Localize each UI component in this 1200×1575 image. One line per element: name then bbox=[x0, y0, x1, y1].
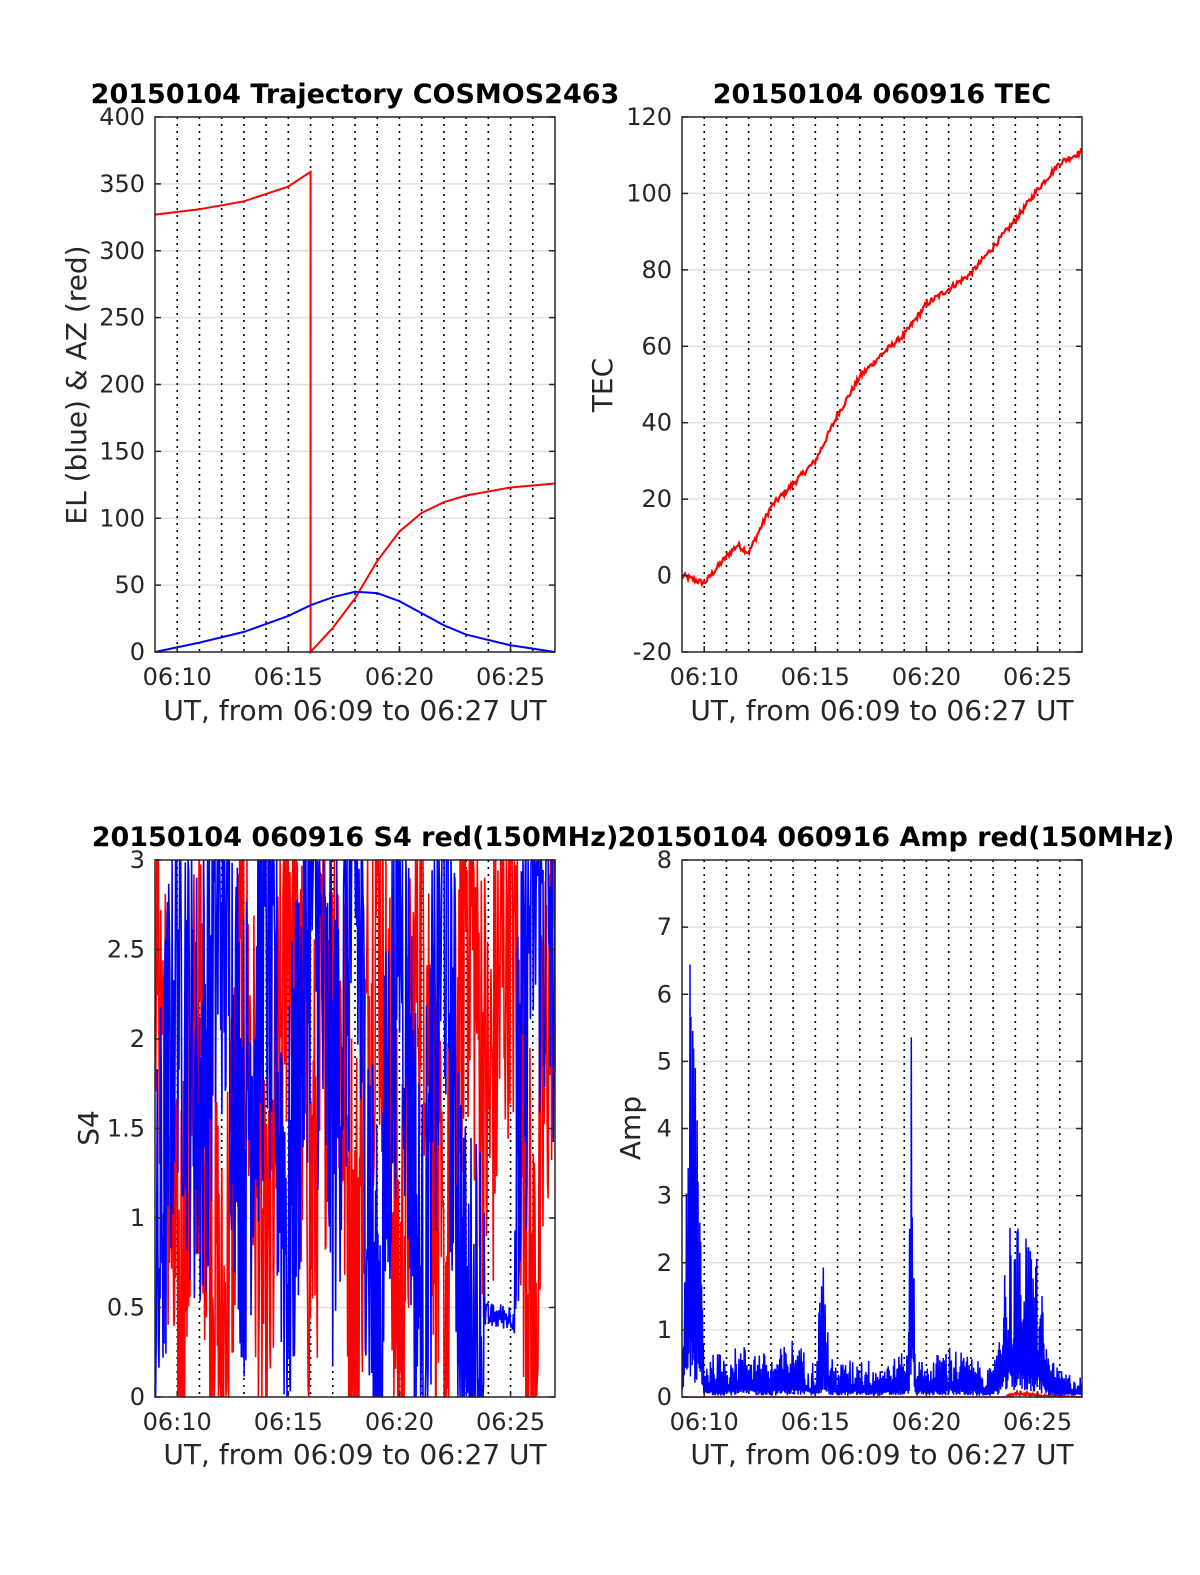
panel-tec: 20150104 060916 TEC -20 0 20 40 60 80 100 120 06… bbox=[586, 79, 1083, 727]
x-tick-label: 06:25 bbox=[476, 1408, 545, 1436]
panel-s4: 20150104 060916 S4 red(150MHz) 0 0.5 1 1.5 2… bbox=[72, 822, 618, 1471]
y-tick-label: 300 bbox=[99, 237, 145, 265]
y-tick-label: 5 bbox=[657, 1047, 672, 1075]
y-tick-label: 50 bbox=[114, 571, 145, 599]
x-tick-label: 06:15 bbox=[781, 1408, 850, 1436]
x-axis-label-trajectory: UT, from 06:09 to 06:27 UT bbox=[163, 694, 547, 727]
y-tick-label: 6 bbox=[657, 980, 672, 1008]
ticks-s4: 0 0.5 1 1.5 2 2.5 3 06:10 06:15 06:20 06:25 bbox=[107, 846, 555, 1436]
x-tick-label: 06:20 bbox=[892, 663, 961, 691]
y-tick-label: 350 bbox=[99, 170, 145, 198]
series-trajectory bbox=[154, 169, 556, 655]
y-tick-label: 3 bbox=[657, 1182, 672, 1210]
y-tick-label: 40 bbox=[641, 409, 672, 437]
ticks-tec: -20 0 20 40 60 80 100 120 06:10 06:15 06:20 06:25 bbox=[626, 103, 1082, 691]
y-tick-label: 0.5 bbox=[107, 1294, 145, 1322]
y-tick-label: 1.5 bbox=[107, 1115, 145, 1143]
y-axis-label-trajectory: EL (blue) & AZ (red) bbox=[60, 245, 93, 524]
y-tick-label: 4 bbox=[657, 1115, 672, 1143]
chart-title-trajectory: 20150104 Trajectory COSMOS2463 bbox=[91, 79, 620, 110]
series-line bbox=[680, 147, 1083, 588]
minute-lines-tec bbox=[703, 117, 1061, 652]
y-tick-label: 3 bbox=[130, 846, 145, 874]
y-tick-label: 2 bbox=[130, 1025, 145, 1053]
y-tick-label: 0 bbox=[130, 1383, 145, 1411]
ticks-trajectory: 0 50 100 150 200 250 300 350 400 06:10 06:15 06:20 0… bbox=[99, 103, 555, 691]
x-tick-label: 06:20 bbox=[892, 1408, 961, 1436]
series-tec bbox=[680, 147, 1083, 588]
y-tick-label: 0 bbox=[657, 1383, 672, 1411]
y-tick-label: 80 bbox=[641, 256, 672, 284]
y-tick-label: 8 bbox=[657, 846, 672, 874]
series-line bbox=[154, 590, 556, 653]
y-tick-label: 400 bbox=[99, 103, 145, 131]
x-tick-label: 06:25 bbox=[476, 663, 545, 691]
x-tick-label: 06:15 bbox=[254, 1408, 323, 1436]
x-tick-label: 06:10 bbox=[143, 663, 212, 691]
plot-frame-tec bbox=[681, 116, 1083, 653]
x-tick-label: 06:15 bbox=[254, 663, 323, 691]
y-tick-label: 100 bbox=[626, 179, 672, 207]
y-axis-label-s4: S4 bbox=[72, 1110, 105, 1146]
x-tick-label: 06:10 bbox=[670, 1408, 739, 1436]
chart-title-tec: 20150104 060916 TEC bbox=[713, 79, 1052, 110]
x-tick-label: 06:10 bbox=[670, 663, 739, 691]
series-line bbox=[154, 859, 556, 1398]
series-line bbox=[681, 964, 1083, 1397]
y-tick-label: 250 bbox=[99, 304, 145, 332]
x-tick-label: 06:20 bbox=[365, 663, 434, 691]
y-tick-label: -20 bbox=[633, 638, 672, 666]
y-tick-label: 1 bbox=[130, 1204, 145, 1232]
y-tick-label: 7 bbox=[657, 913, 672, 941]
series-line bbox=[154, 169, 556, 655]
chart-title-amp: 20150104 060916 Amp red(150MHz) bbox=[618, 822, 1175, 853]
y-tick-label: 20 bbox=[641, 485, 672, 513]
y-axis-label-tec: TEC bbox=[586, 358, 619, 413]
y-tick-label: 1 bbox=[657, 1316, 672, 1344]
y-tick-label: 0 bbox=[657, 562, 672, 590]
x-tick-label: 06:20 bbox=[365, 1408, 434, 1436]
y-tick-label: 150 bbox=[99, 437, 145, 465]
x-tick-label: 06:15 bbox=[781, 663, 850, 691]
y-tick-label: 200 bbox=[99, 371, 145, 399]
x-axis-label-amp: UT, from 06:09 to 06:27 UT bbox=[690, 1438, 1074, 1471]
x-axis-label-tec: UT, from 06:09 to 06:27 UT bbox=[690, 694, 1074, 727]
y-tick-label: 120 bbox=[626, 103, 672, 131]
grid-tec bbox=[682, 192, 1082, 577]
y-tick-label: 2 bbox=[657, 1249, 672, 1277]
minute-lines-trajectory bbox=[176, 117, 534, 652]
y-tick-label: 60 bbox=[641, 332, 672, 360]
y-axis-label-amp: Amp bbox=[614, 1096, 647, 1160]
panel-amp: 20150104 060916 Amp red(150MHz) 0 1 2 3 4 5 6 7… bbox=[614, 822, 1174, 1471]
ticks-amp: 0 1 2 3 4 5 6 7 8 06:10 06:15 06:20 06:25 bbox=[657, 846, 1082, 1436]
y-tick-label: 0 bbox=[130, 638, 145, 666]
chart-title-s4: 20150104 060916 S4 red(150MHz) bbox=[92, 822, 619, 853]
y-tick-label: 2.5 bbox=[107, 936, 145, 964]
x-axis-label-s4: UT, from 06:09 to 06:27 UT bbox=[163, 1438, 547, 1471]
y-tick-label: 100 bbox=[99, 504, 145, 532]
x-tick-label: 06:25 bbox=[1003, 663, 1072, 691]
panel-trajectory: 20150104 Trajectory COSMOS2463 0 50 100 150… bbox=[60, 79, 619, 727]
x-tick-label: 06:25 bbox=[1003, 1408, 1072, 1436]
x-tick-label: 06:10 bbox=[143, 1408, 212, 1436]
